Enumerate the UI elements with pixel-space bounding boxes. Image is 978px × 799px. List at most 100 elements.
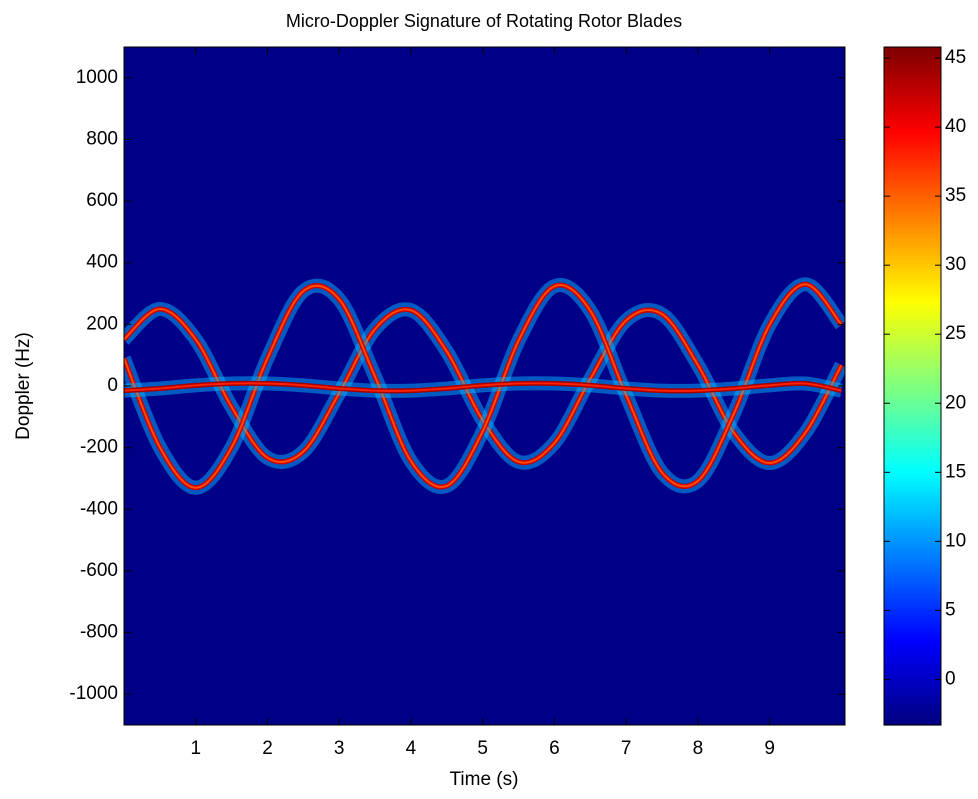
colorbar-cell (884, 542, 941, 546)
colorbar-cell (884, 433, 941, 437)
colorbar-cell (884, 693, 941, 697)
colorbar-cell (884, 274, 941, 279)
colorbar-cell (884, 611, 941, 615)
colorbar-cell (884, 107, 941, 112)
chart-title: Micro-Doppler Signature of Rotating Roto… (286, 11, 682, 31)
colorbar-cell (884, 269, 941, 273)
colorbar-cell (884, 78, 941, 83)
colorbar-cell (884, 706, 941, 710)
colorbar-cell (884, 346, 941, 350)
colorbar-cell (884, 388, 941, 392)
colorbar-cell (884, 288, 941, 292)
colorbar-cell (884, 722, 941, 726)
colorbar-cell (884, 563, 941, 567)
colorbar-cell (884, 81, 941, 85)
colorbar-cell (884, 698, 941, 702)
colorbar-cell (884, 272, 941, 276)
colorbar-cell (884, 431, 941, 435)
colorbar-cell (884, 627, 941, 631)
colorbar-tick-label: 25 (945, 323, 966, 344)
colorbar-cell (884, 370, 941, 374)
colorbar-cell (884, 126, 941, 130)
colorbar-tick-label: 30 (945, 254, 966, 275)
colorbar-cell (884, 121, 941, 125)
colorbar-cell (884, 428, 941, 432)
y-tick-label: -1000 (69, 683, 118, 704)
y-tick-label: 800 (86, 128, 118, 149)
colorbar-tick-label: 5 (945, 599, 956, 620)
colorbar-cell (884, 621, 941, 625)
colorbar-cell (884, 399, 941, 403)
colorbar-cell (884, 473, 941, 477)
colorbar-cell (884, 566, 941, 570)
colorbar-tick-label: 0 (945, 668, 956, 689)
colorbar-cell (884, 619, 941, 623)
colorbar-cell (884, 637, 941, 641)
colorbar-cell (884, 629, 941, 633)
colorbar-cell (884, 544, 941, 549)
colorbar-cell (884, 229, 941, 233)
colorbar-cell (884, 510, 941, 514)
colorbar-cell (884, 513, 941, 517)
colorbar-cell (884, 92, 941, 96)
colorbar-cell (884, 653, 941, 657)
colorbar-cell (884, 118, 941, 122)
colorbar-cell (884, 468, 941, 472)
colorbar-cell (884, 687, 941, 692)
colorbar-tick-label: 40 (945, 116, 966, 137)
colorbar-cell (884, 139, 941, 143)
colorbar-cell (884, 158, 941, 162)
colorbar-cell (884, 523, 941, 527)
colorbar-cell (884, 507, 941, 512)
colorbar-cell (884, 293, 941, 297)
colorbar-cell (884, 417, 941, 422)
colorbar-cell (884, 285, 941, 289)
y-tick-label: -200 (80, 437, 118, 458)
colorbar-cell (884, 224, 941, 228)
colorbar-cell (884, 597, 941, 602)
colorbar-cell (884, 603, 941, 607)
colorbar-cell (884, 150, 941, 154)
colorbar-cell (884, 656, 941, 660)
colorbar-cell (884, 147, 941, 151)
colorbar-cell (884, 197, 941, 202)
colorbar-cell (884, 558, 941, 562)
colorbar-cell (884, 54, 941, 59)
colorbar-cell (884, 666, 941, 670)
colorbar-cell (884, 129, 941, 133)
colorbar-cell (884, 560, 941, 565)
y-tick-label: 400 (86, 252, 118, 273)
colorbar-cell (884, 221, 941, 226)
x-tick-label: 9 (764, 738, 775, 759)
y-tick-label: -600 (80, 560, 118, 581)
colorbar-cell (884, 658, 941, 663)
colorbar-cell (884, 679, 941, 684)
colorbar-cell (884, 595, 941, 599)
colorbar-cell (884, 52, 941, 56)
colorbar-cell (884, 672, 941, 676)
colorbar-cell (884, 404, 941, 408)
colorbar-cell (884, 634, 941, 639)
colorbar-cell (884, 682, 941, 686)
colorbar-cell (884, 581, 941, 586)
colorbar-cell (884, 168, 941, 173)
colorbar-cell (884, 709, 941, 713)
colorbar-cell (884, 391, 941, 395)
colorbar-cell (884, 547, 941, 551)
colorbar-cell (884, 211, 941, 215)
colorbar-cell (884, 60, 941, 64)
colorbar-cell (884, 412, 941, 416)
colorbar-cell (884, 531, 941, 535)
x-tick-label: 4 (406, 738, 417, 759)
colorbar-cell (884, 502, 941, 506)
colorbar-cell (884, 290, 941, 294)
colorbar-cell (884, 576, 941, 580)
colorbar-cell (884, 650, 941, 655)
colorbar-cell (884, 216, 941, 220)
colorbar-cell (884, 674, 941, 678)
colorbar-cell (884, 47, 941, 51)
colorbar-cell (884, 89, 941, 93)
colorbar-cell (884, 608, 941, 612)
x-tick-label: 2 (262, 738, 273, 759)
colorbar-cell (884, 280, 941, 284)
